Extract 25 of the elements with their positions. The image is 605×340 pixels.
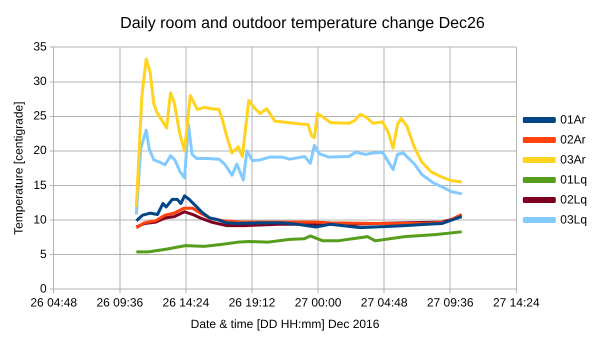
y-tick-label: 25 [33,108,48,123]
x-tick-label: 26 04:48 [30,296,78,310]
x-tick-label: 26 14:24 [162,296,210,310]
x-tick-label: 27 00:00 [294,296,342,310]
legend-label: 01Lq [560,172,588,186]
y-tick-label: 5 [40,246,48,261]
y-tick-label: 35 [33,40,48,54]
x-tick-label: 27 14:24 [492,296,540,310]
y-tick-label: 30 [33,74,48,88]
x-tick-label: 26 09:36 [96,296,144,310]
legend-label: 01Ar [560,112,586,126]
legend-label: 02Lq [560,192,588,206]
chart-title: Daily room and outdoor temperature change Dec26 [120,15,485,32]
y-axis-title: Temperature [centigrade] [12,101,26,235]
x-tick-label: 26 19:12 [228,296,276,310]
legend-label: 03Ar [560,152,586,166]
y-tick-label: 0 [40,282,48,296]
y-tick-label: 20 [33,143,48,158]
x-axis-title: Date & time [DD HH:mm] Dec 2016 [190,317,380,332]
legend-label: 03Lq [560,212,588,226]
y-tick-label: 15 [33,178,48,192]
y-tick-label: 10 [33,212,48,226]
x-tick-label: 27 09:36 [426,296,474,310]
x-tick-label: 27 04:48 [360,296,408,310]
legend-label: 02Ar [560,132,586,146]
